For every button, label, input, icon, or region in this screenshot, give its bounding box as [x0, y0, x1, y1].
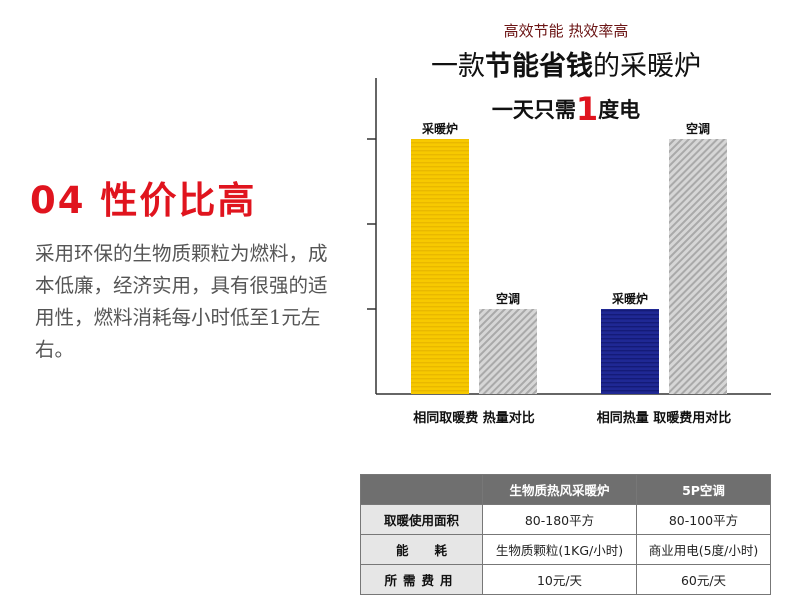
bar-label-1-1: 采暖炉 — [421, 121, 458, 136]
bar-label-1-2: 空调 — [496, 291, 520, 306]
bar-2-1 — [601, 309, 659, 394]
group-label-2: 相同热量 取暖费用对比 — [597, 410, 732, 426]
table-header-empty — [360, 474, 483, 505]
comparison-table: 生物质热风采暖炉 5P空调 取暖使用面积 80-180平方 80-100平方 能… — [360, 474, 771, 595]
row-label: 所需费用 — [360, 564, 483, 595]
subline-pre: 一天只需 — [491, 98, 576, 122]
headline-pre: 一款 — [431, 51, 485, 82]
group-label-1: 相同取暖费 热量对比 — [413, 410, 535, 426]
table-cell: 80-100平方 — [636, 504, 771, 535]
bar-2-2 — [669, 139, 727, 394]
poster-headline: 一款节能省钱的采暖炉 — [346, 44, 786, 83]
table-cell: 60元/天 — [636, 564, 771, 595]
headline-bold: 节能省钱 — [485, 51, 593, 82]
table-cell: 生物质颗粒(1KG/小时) — [482, 534, 637, 565]
row-label: 取暖使用面积 — [360, 504, 483, 535]
subline-post: 度电 — [598, 98, 641, 122]
table-row: 能 耗 生物质颗粒(1KG/小时) 商业用电(5度/小时) — [360, 534, 771, 565]
table-header-ac: 5P空调 — [636, 474, 771, 505]
bar-label-2-2: 空调 — [686, 121, 710, 136]
bar-1-1 — [411, 139, 469, 394]
table-cell: 商业用电(5度/小时) — [636, 534, 771, 565]
table-cell: 10元/天 — [482, 564, 637, 595]
table-header-stove: 生物质热风采暖炉 — [482, 474, 637, 505]
bar-1-2 — [479, 309, 537, 394]
table-header-row: 生物质热风采暖炉 5P空调 — [360, 474, 771, 505]
table-row: 取暖使用面积 80-180平方 80-100平方 — [360, 504, 771, 535]
row-label: 能 耗 — [360, 534, 483, 565]
table-row: 所需费用 10元/天 60元/天 — [360, 564, 771, 595]
section-heading: 04 性价比高 — [30, 179, 257, 222]
bar-label-2-1: 采暖炉 — [611, 291, 648, 306]
poster-tagline: 高效节能 热效率高 — [503, 22, 629, 40]
table-cell: 80-180平方 — [482, 504, 637, 535]
headline-post: 的采暖炉 — [593, 51, 701, 82]
section-description: 采用环保的生物质颗粒为燃料，成本低廉，经济实用，具有很强的适用性，燃料消耗每小时… — [35, 242, 328, 361]
subline-number: 1 — [575, 90, 599, 128]
poster-subline: 一天只需1度电 — [346, 90, 786, 128]
